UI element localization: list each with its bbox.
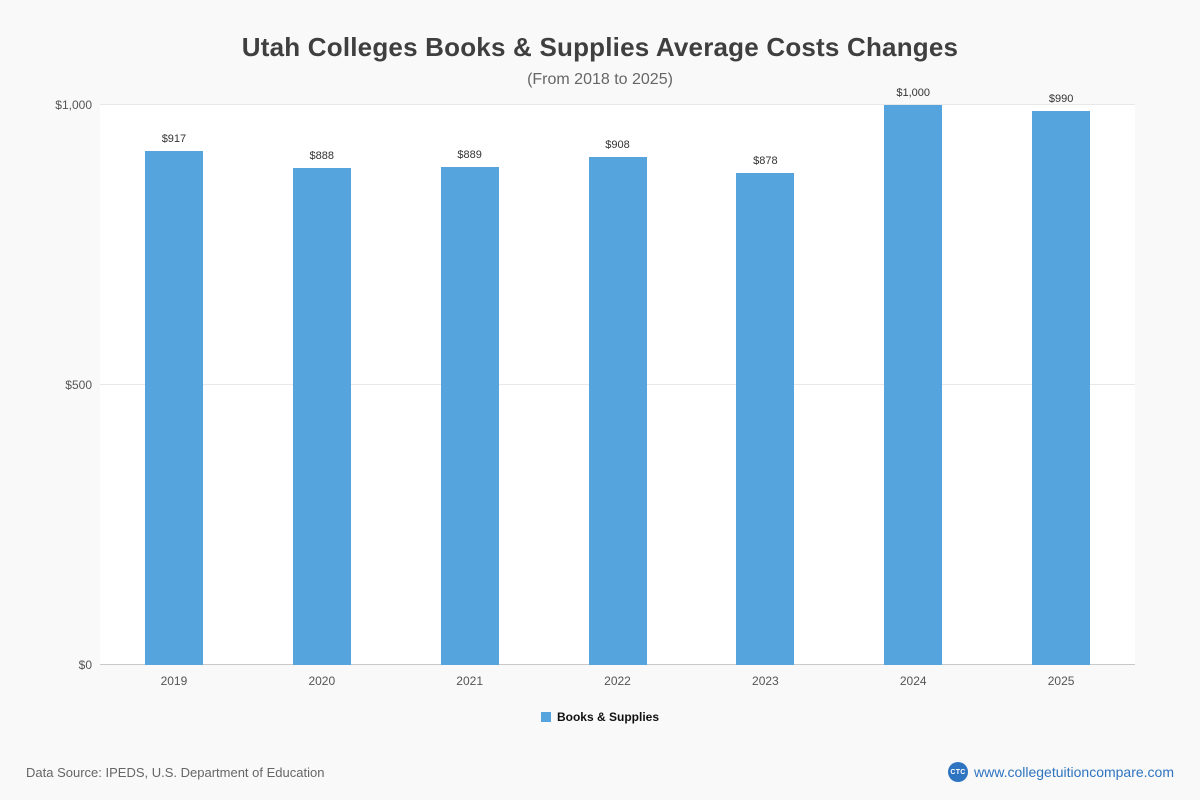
y-axis-tick-label: $1,000 xyxy=(55,98,92,112)
y-axis-tick-label: $500 xyxy=(65,378,92,392)
legend-label: Books & Supplies xyxy=(556,710,660,724)
bar-column: $917 xyxy=(100,105,248,665)
x-axis-label: 2022 xyxy=(604,674,631,688)
bar[interactable] xyxy=(884,105,943,665)
x-axis-label: 2024 xyxy=(899,674,927,688)
footer: Data Source: IPEDS, U.S. Department of E… xyxy=(0,762,1200,782)
gridline xyxy=(100,104,1135,105)
x-axis-label: 2019 xyxy=(160,674,188,688)
bar-value-label: $990 xyxy=(1048,92,1074,105)
bar-value-label: $1,000 xyxy=(896,87,931,99)
bar-column: $908 xyxy=(544,105,692,665)
chart-header: Utah Colleges Books & Supplies Average C… xyxy=(0,0,1200,89)
bar-value-label: $908 xyxy=(605,138,630,151)
bar-column: $878 xyxy=(691,105,839,665)
site-link[interactable]: CTC www.collegetuitioncompare.com xyxy=(948,762,1174,782)
bar[interactable] xyxy=(588,156,647,665)
bar[interactable] xyxy=(144,151,203,665)
bar-column: $990 xyxy=(987,93,1135,665)
bar-column: $888 xyxy=(248,105,396,665)
site-logo-icon: CTC xyxy=(948,762,969,782)
x-labels: 2019 2020 2021 2022 2023 2024 2025 xyxy=(100,665,1135,688)
legend: Books & Supplies xyxy=(0,710,1200,724)
data-source-text: Data Source: IPEDS, U.S. Department of E… xyxy=(26,764,325,780)
x-axis-label: 2021 xyxy=(456,674,483,688)
bar[interactable] xyxy=(736,173,795,665)
bar-column: $1,000 xyxy=(839,87,987,665)
bar[interactable] xyxy=(292,167,351,665)
bar-value-label: $889 xyxy=(457,149,482,162)
legend-swatch-icon xyxy=(540,712,551,722)
bar[interactable] xyxy=(1032,110,1091,665)
bar-value-label: $888 xyxy=(309,149,335,162)
bars: $917 $888 $889 $908 $878 $1,000 $990 xyxy=(100,87,1135,665)
site-url[interactable]: www.collegetuitioncompare.com xyxy=(974,764,1174,780)
x-axis-label: 2020 xyxy=(308,674,336,688)
x-axis-label: 2025 xyxy=(1047,674,1075,688)
chart-area: $917 $888 $889 $908 $878 $1,000 $990 $0 $500 $1,… xyxy=(55,87,1135,672)
bar-value-label: $917 xyxy=(161,133,187,146)
x-axis-label: 2023 xyxy=(752,674,779,688)
bar-column: $889 xyxy=(396,105,544,665)
y-axis-tick-label: $0 xyxy=(78,658,92,672)
bar-value-label: $878 xyxy=(753,155,778,168)
chart-title: Utah Colleges Books & Supplies Average C… xyxy=(241,32,959,62)
chart-subtitle: (From 2018 to 2025) xyxy=(527,71,673,88)
bar[interactable] xyxy=(440,167,499,665)
